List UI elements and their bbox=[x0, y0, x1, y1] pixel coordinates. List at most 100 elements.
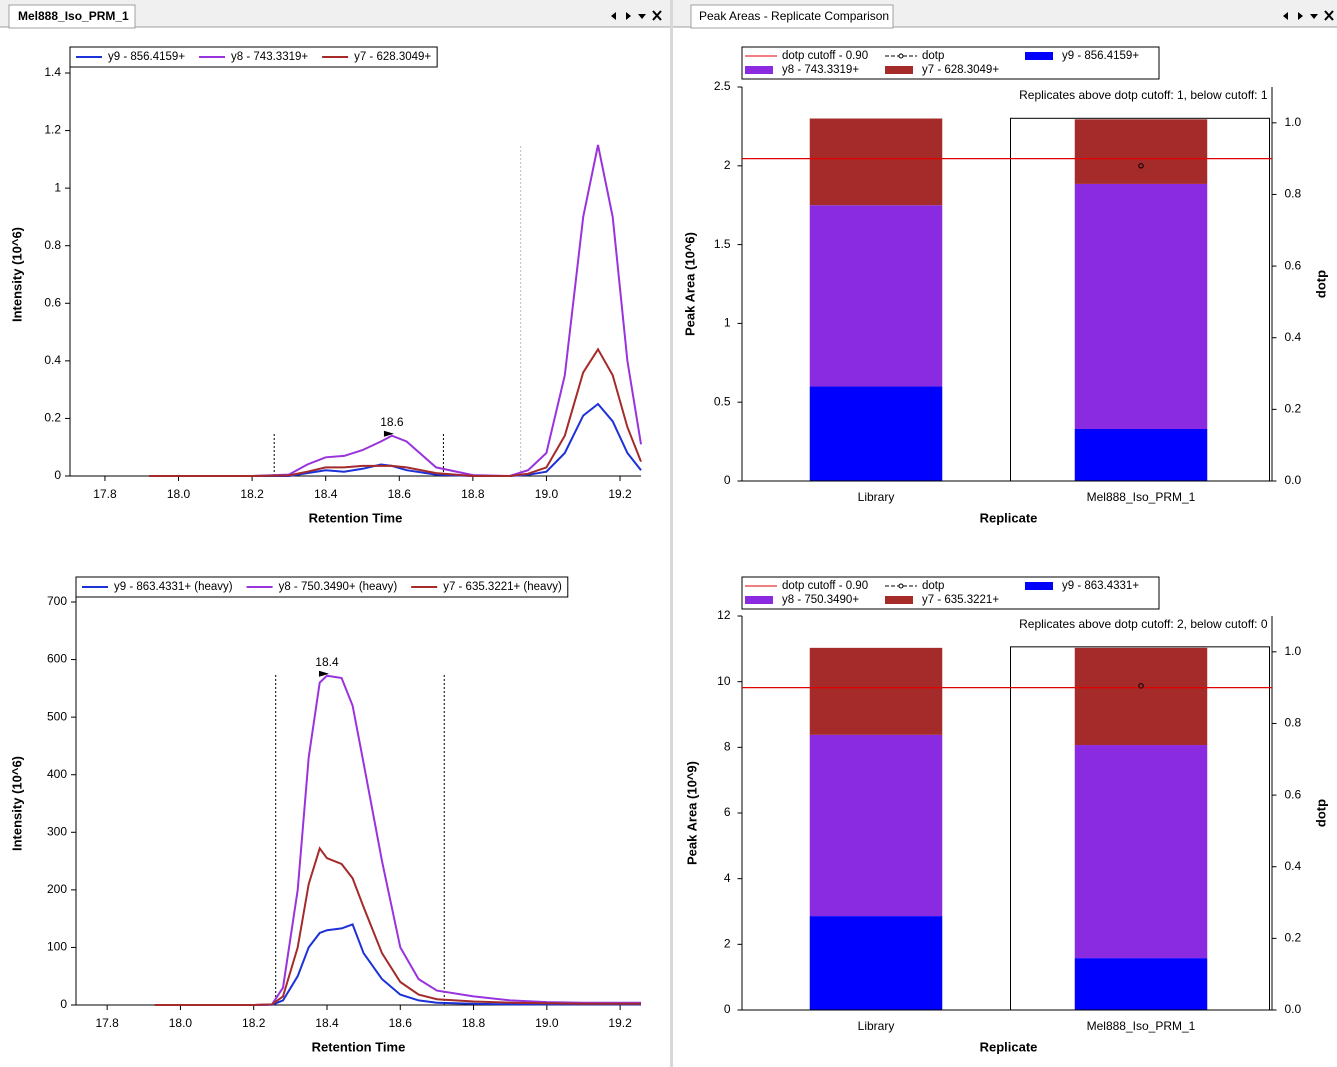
x-axis-title: Replicate bbox=[980, 510, 1038, 525]
splitter bbox=[670, 0, 673, 1067]
y-tick-label: 4 bbox=[724, 871, 731, 885]
tab[interactable] bbox=[8, 4, 136, 29]
peak-marker bbox=[383, 430, 394, 437]
next-button[interactable] bbox=[1298, 12, 1303, 20]
x-tick-label: 18.2 bbox=[242, 1016, 266, 1030]
x-axis-title: Retention Time bbox=[309, 510, 403, 525]
legend-label: y8 - 743.3319+ bbox=[231, 51, 308, 63]
bar-segment bbox=[809, 647, 943, 735]
y2-axis-title: dotp bbox=[1313, 270, 1328, 298]
bar-segment bbox=[1074, 958, 1208, 1010]
x-tick-label: 17.8 bbox=[95, 1016, 119, 1030]
cutoff-note: Replicates above dotp cutoff: 2, below c… bbox=[1019, 617, 1268, 631]
x-tick-label: 18.8 bbox=[462, 1016, 486, 1030]
legend-label: y9 - 863.4331+ (heavy) bbox=[114, 581, 233, 593]
y-tick-label: 2.5 bbox=[714, 79, 731, 93]
y-tick-label: 200 bbox=[47, 882, 67, 896]
legend-box bbox=[69, 46, 438, 68]
x-tick-label: 19.2 bbox=[608, 487, 632, 501]
tab-title[interactable]: Peak Areas - Replicate Comparison bbox=[699, 9, 889, 23]
legend-label: y7 - 635.3221+ bbox=[922, 594, 999, 606]
y-axis-title: Intensity (10^6) bbox=[9, 227, 24, 322]
bar-segment bbox=[809, 386, 943, 481]
legend-label: y9 - 856.4159+ bbox=[108, 51, 185, 63]
legend: y9 - 856.4159+ y8 - 743.3319+ y7 - 628.304… bbox=[69, 46, 438, 68]
x-tick-label: Library bbox=[858, 490, 895, 504]
y2-tick-label: 0.0 bbox=[1285, 1002, 1302, 1016]
y-tick-label: 100 bbox=[47, 940, 67, 954]
x-axis-title: Retention Time bbox=[312, 1039, 406, 1054]
x-tick-label: 19.2 bbox=[608, 1016, 632, 1030]
x-tick-label: 18.6 bbox=[388, 487, 412, 501]
menu-button[interactable] bbox=[638, 14, 646, 19]
prev-button[interactable] bbox=[1283, 12, 1288, 20]
prev-button[interactable] bbox=[611, 12, 616, 20]
x-tick-label: Mel888_Iso_PRM_1 bbox=[1087, 1019, 1196, 1033]
bar-segment bbox=[1074, 183, 1208, 429]
y2-tick-label: 0.6 bbox=[1285, 787, 1302, 801]
y-tick-label: 1.5 bbox=[714, 237, 731, 251]
close-button[interactable] bbox=[652, 10, 662, 21]
legend-swatch bbox=[885, 596, 913, 604]
y-axis-title: Peak Area (10^6) bbox=[682, 232, 697, 336]
x-tick-label: 19.0 bbox=[535, 487, 559, 501]
legend-swatch bbox=[745, 66, 773, 74]
legend-label: y7 - 628.3049+ bbox=[354, 51, 431, 63]
legend-swatch bbox=[885, 66, 913, 74]
y-tick-label: 0.5 bbox=[714, 394, 731, 408]
y-tick-label: 1.2 bbox=[44, 123, 61, 137]
legend-box bbox=[741, 576, 1160, 610]
y2-tick-label: 0.0 bbox=[1285, 473, 1302, 487]
x-tick-label: 18.0 bbox=[169, 1016, 193, 1030]
y2-tick-label: 1.0 bbox=[1285, 115, 1302, 129]
y-tick-label: 1.4 bbox=[44, 65, 61, 79]
y-tick-label: 0.8 bbox=[44, 238, 61, 252]
legend: dotp cutoff - 0.90 dotp y9 - 863.4331+ y8 -… bbox=[741, 576, 1160, 610]
y-tick-label: 2 bbox=[724, 937, 731, 951]
y-tick-label: 0 bbox=[724, 473, 731, 487]
bar-segment bbox=[1074, 647, 1208, 746]
x-tick-label: 18.2 bbox=[240, 487, 264, 501]
x-tick-label: 18.6 bbox=[389, 1016, 413, 1030]
y2-tick-label: 1.0 bbox=[1285, 644, 1302, 658]
y-tick-label: 0 bbox=[724, 1002, 731, 1016]
y-tick-label: 8 bbox=[724, 740, 731, 754]
y-tick-label: 1 bbox=[54, 180, 61, 194]
pane-buttons[interactable] bbox=[611, 10, 662, 21]
legend-label: dotp bbox=[922, 50, 944, 62]
y-tick-label: 400 bbox=[47, 767, 67, 781]
cutoff-note: Replicates above dotp cutoff: 1, below c… bbox=[1019, 88, 1268, 102]
y-tick-label: 0 bbox=[60, 997, 67, 1011]
legend-swatch bbox=[745, 596, 773, 604]
y2-tick-label: 0.4 bbox=[1285, 859, 1302, 873]
tab-title[interactable]: Mel888_Iso_PRM_1 bbox=[18, 9, 129, 23]
legend-swatch bbox=[1025, 582, 1053, 590]
pane-buttons[interactable] bbox=[1283, 10, 1334, 21]
dotp-point bbox=[1138, 163, 1144, 169]
menu-button[interactable] bbox=[1310, 14, 1318, 19]
close-button[interactable] bbox=[1324, 10, 1334, 21]
legend-label: y8 - 743.3319+ bbox=[782, 64, 859, 76]
legend-label: dotp bbox=[922, 580, 944, 592]
y-tick-label: 1 bbox=[724, 316, 731, 330]
series-line bbox=[154, 674, 641, 1006]
peak-label: 18.6 bbox=[380, 415, 404, 429]
legend-label: y9 - 856.4159+ bbox=[1062, 50, 1139, 62]
legend-label: dotp cutoff - 0.90 bbox=[782, 50, 868, 62]
bar-segment bbox=[1074, 428, 1208, 481]
peak-label: 18.4 bbox=[315, 655, 339, 669]
y2-axis-title: dotp bbox=[1313, 799, 1328, 827]
x-axis-title: Replicate bbox=[980, 1039, 1038, 1054]
y2-tick-label: 0.4 bbox=[1285, 330, 1302, 344]
legend-swatch bbox=[898, 583, 904, 589]
next-button[interactable] bbox=[626, 12, 631, 20]
legend: dotp cutoff - 0.90 dotp y9 - 856.4159+ y8 -… bbox=[741, 46, 1160, 80]
y-axis-title: Intensity (10^6) bbox=[9, 756, 24, 851]
tab[interactable] bbox=[690, 4, 894, 29]
series-line bbox=[154, 846, 641, 1006]
legend-swatch bbox=[1025, 52, 1053, 60]
x-tick-label: 18.4 bbox=[314, 487, 338, 501]
x-tick-label: Mel888_Iso_PRM_1 bbox=[1087, 490, 1196, 504]
y-tick-label: 12 bbox=[717, 608, 731, 622]
